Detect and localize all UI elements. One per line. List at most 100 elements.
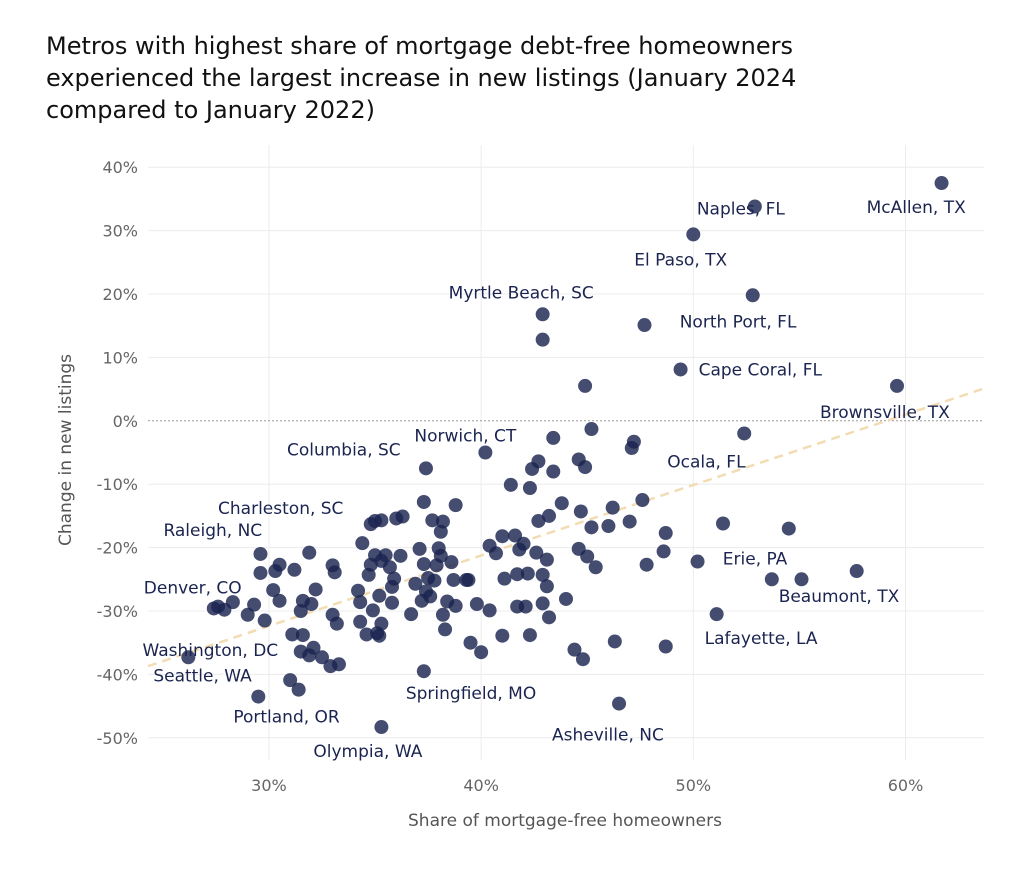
data-point: [427, 573, 442, 588]
point-label: Ocala, FL: [667, 452, 746, 472]
data-point: [217, 602, 232, 617]
data-point: [302, 545, 317, 560]
axis-layer: 30% 40% 50% 60% 40% 30% 20% 10% 0% -10% -20% -30% -4…: [97, 158, 924, 795]
chart-title: Metros with highest share of mortgage de…: [46, 30, 986, 126]
labeled-data-point: [781, 521, 796, 536]
data-point: [535, 567, 550, 582]
data-point: [385, 579, 400, 594]
data-point: [573, 504, 588, 519]
data-point: [304, 597, 319, 612]
point-label: Charleston, SC: [218, 499, 343, 519]
data-point: [495, 529, 510, 544]
data-point: [601, 519, 616, 534]
labeled-data-point: [478, 445, 493, 460]
y-tick-label: 40%: [102, 158, 138, 177]
data-point: [522, 628, 537, 643]
data-point: [531, 513, 546, 528]
trendline-layer: [147, 387, 985, 668]
data-point: [605, 500, 620, 515]
point-label: North Port, FL: [680, 312, 797, 332]
data-point: [331, 657, 346, 672]
data-point: [539, 579, 554, 594]
data-point: [361, 567, 376, 582]
data-point: [353, 614, 368, 629]
data-point: [658, 639, 673, 654]
labeled-data-point: [673, 362, 688, 377]
point-label: Portland, OR: [233, 708, 340, 728]
data-point: [525, 461, 540, 476]
labeled-data-point: [368, 513, 383, 528]
point-label: Asheville, NC: [552, 726, 664, 746]
y-tick-label: -10%: [97, 475, 138, 494]
labeled-data-point: [737, 426, 752, 441]
data-point: [438, 622, 453, 637]
point-label: Columbia, SC: [287, 440, 401, 460]
data-point: [529, 545, 544, 560]
labeled-data-point: [890, 378, 905, 393]
data-point: [283, 673, 298, 688]
data-point: [372, 588, 387, 603]
data-point: [240, 607, 255, 622]
data-point: [580, 549, 595, 564]
labeled-data-point: [934, 176, 949, 191]
y-tick-label: -20%: [97, 539, 138, 558]
point-label-layer: McAllen, TX Naples, FL El Paso, TX North Po…: [143, 198, 967, 762]
data-point: [482, 538, 497, 553]
data-point: [247, 597, 262, 612]
data-point: [578, 460, 593, 475]
data-point: [425, 513, 440, 528]
data-point: [539, 552, 554, 567]
data-point: [624, 441, 639, 456]
labeled-data-point: [709, 607, 724, 622]
data-point: [416, 557, 431, 572]
data-point: [522, 481, 537, 496]
y-tick-label: 20%: [102, 285, 138, 304]
data-point: [385, 595, 400, 610]
data-point: [690, 554, 705, 569]
point-label: Brownsville, TX: [820, 403, 950, 423]
point-label: Lafayette, LA: [705, 629, 818, 649]
data-point: [448, 598, 463, 613]
point-label: Springfield, MO: [406, 684, 536, 704]
point-label: Denver, CO: [144, 578, 242, 598]
labeled-data-point: [253, 546, 268, 561]
data-point: [535, 332, 550, 347]
chart-title-line-2: experienced the largest increase in new …: [46, 64, 797, 92]
data-point: [542, 610, 557, 625]
data-point: [372, 628, 387, 643]
data-point: [510, 567, 525, 582]
data-point: [448, 498, 463, 513]
data-point: [635, 493, 650, 508]
x-axis-title: Share of mortgage-free homeowners: [408, 811, 722, 831]
data-point: [416, 494, 431, 509]
data-point: [257, 613, 272, 628]
labeled-data-point: [181, 650, 196, 665]
data-point: [408, 576, 423, 591]
point-label: Raleigh, NC: [163, 521, 262, 541]
data-point: [287, 562, 302, 577]
data-point: [546, 430, 561, 445]
y-tick-label: 30%: [102, 222, 138, 241]
labeled-data-point: [416, 664, 431, 679]
data-point: [285, 627, 300, 642]
point-label: Norwich, CT: [414, 427, 517, 447]
chart-title-line-1: Metros with highest share of mortgage de…: [46, 32, 793, 60]
data-point: [469, 597, 484, 612]
data-point: [314, 650, 329, 665]
data-point: [716, 516, 731, 531]
chart-title-line-3: compared to January 2022): [46, 96, 375, 124]
data-point: [295, 628, 310, 643]
grid-layer: [148, 145, 984, 760]
data-point: [253, 565, 268, 580]
data-point: [639, 557, 654, 572]
trendline: [147, 387, 985, 668]
data-point: [435, 607, 450, 622]
data-point: [578, 378, 593, 393]
point-label: Myrtle Beach, SC: [449, 283, 594, 303]
labeled-data-point: [849, 564, 864, 579]
labeled-data-point: [418, 461, 433, 476]
data-point: [584, 520, 599, 535]
point-label: El Paso, TX: [634, 250, 727, 270]
data-point: [535, 596, 550, 611]
